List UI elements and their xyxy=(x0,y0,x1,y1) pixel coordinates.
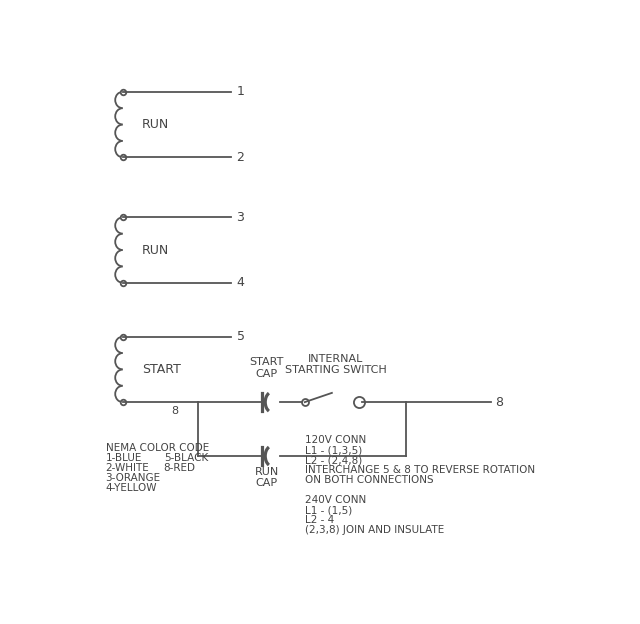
Text: 8: 8 xyxy=(171,406,178,416)
Text: 1: 1 xyxy=(237,85,244,99)
Text: 2-WHITE: 2-WHITE xyxy=(106,463,149,473)
Text: L2 - (2,4,8): L2 - (2,4,8) xyxy=(305,456,362,466)
Text: INTERCHANGE 5 & 8 TO REVERSE ROTATION: INTERCHANGE 5 & 8 TO REVERSE ROTATION xyxy=(305,466,535,475)
Text: START: START xyxy=(142,363,181,376)
Text: 3-ORANGE: 3-ORANGE xyxy=(106,473,161,483)
Text: 120V CONN: 120V CONN xyxy=(305,436,366,446)
Text: RUN: RUN xyxy=(142,118,169,131)
Text: 1-BLUE: 1-BLUE xyxy=(106,453,142,463)
Text: 5-BLACK: 5-BLACK xyxy=(164,453,208,463)
Text: 4-YELLOW: 4-YELLOW xyxy=(106,483,157,493)
Text: NEMA COLOR CODE: NEMA COLOR CODE xyxy=(106,443,209,453)
Text: (2,3,8) JOIN AND INSULATE: (2,3,8) JOIN AND INSULATE xyxy=(305,525,444,535)
Text: 3: 3 xyxy=(237,211,244,224)
Text: RUN
CAP: RUN CAP xyxy=(255,467,279,489)
Text: 4: 4 xyxy=(237,276,244,290)
Text: L2 - 4: L2 - 4 xyxy=(305,515,334,525)
Text: RUN: RUN xyxy=(142,243,169,256)
Text: ON BOTH CONNECTIONS: ON BOTH CONNECTIONS xyxy=(305,475,433,485)
Text: INTERNAL
STARTING SWITCH: INTERNAL STARTING SWITCH xyxy=(285,354,387,375)
Text: L1 - (1,5): L1 - (1,5) xyxy=(305,505,352,515)
Text: L1 - (1,3,5): L1 - (1,3,5) xyxy=(305,446,362,456)
Text: 8: 8 xyxy=(495,396,502,409)
Text: 5: 5 xyxy=(237,330,244,343)
Text: 8-RED: 8-RED xyxy=(164,463,196,473)
Text: START
CAP: START CAP xyxy=(250,358,284,379)
Text: 2: 2 xyxy=(237,151,244,163)
Text: 240V CONN: 240V CONN xyxy=(305,495,366,505)
